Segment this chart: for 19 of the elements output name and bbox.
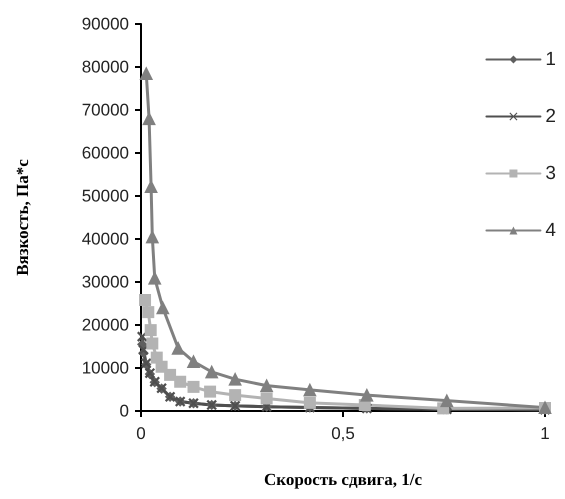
y-tick-label: 70000	[82, 100, 129, 120]
y-tick-label: 40000	[82, 230, 129, 248]
x-tick-label: 1	[540, 424, 550, 443]
y-tick-label: 50000	[82, 186, 129, 206]
y-tick-label: 80000	[82, 58, 129, 76]
y-tick-label: 20000	[82, 316, 129, 334]
legend-label: 2	[545, 106, 556, 127]
x-tick-label: 0	[136, 424, 146, 443]
legend-label: 3	[545, 163, 556, 184]
y-tick-label: 90000	[82, 14, 129, 34]
y-tick-label: 30000	[82, 272, 129, 292]
y-tick-label: 60000	[82, 144, 129, 162]
legend-label: 1	[545, 49, 556, 70]
y-axis-title: Вязкость, Па*с	[13, 158, 32, 276]
x-axis-title: Скорость сдвига, 1/с	[264, 470, 422, 489]
y-tick-label: 0	[120, 402, 129, 420]
y-tick-label: 10000	[82, 358, 129, 378]
x-tick-label: 0,5	[331, 424, 355, 443]
legend-label: 4	[545, 220, 556, 241]
